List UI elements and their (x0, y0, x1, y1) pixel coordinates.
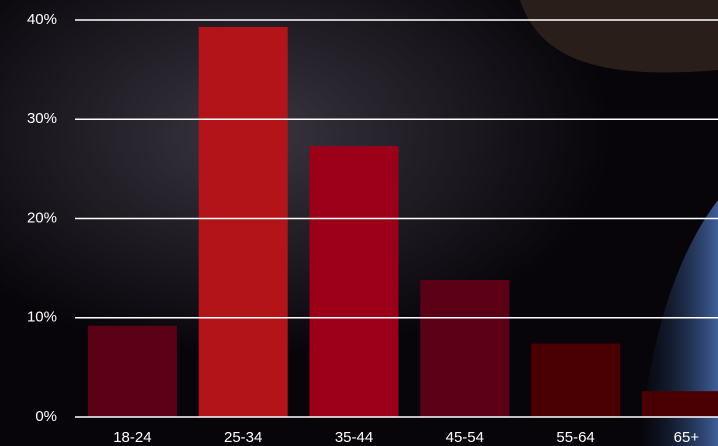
x-tick-label: 45-54 (446, 429, 484, 446)
y-tick-label: 40% (27, 11, 57, 28)
x-tick-label: 18-24 (113, 429, 151, 446)
y-tick-label: 30% (27, 110, 57, 127)
y-tick-label: 20% (27, 209, 57, 226)
bar (198, 26, 288, 417)
bar (420, 280, 510, 417)
x-tick-label: 65+ (674, 429, 700, 446)
y-tick-label: 10% (27, 309, 57, 326)
bar (309, 146, 399, 418)
bar (87, 325, 177, 417)
x-tick-label: 25-34 (224, 429, 262, 446)
bar (531, 343, 621, 417)
y-tick-label: 0% (35, 408, 57, 425)
bar (641, 391, 718, 417)
background-shape (640, 200, 718, 446)
background-shape (520, 0, 718, 73)
x-tick-label: 35-44 (335, 429, 373, 446)
x-tick-label: 55-64 (556, 429, 594, 446)
